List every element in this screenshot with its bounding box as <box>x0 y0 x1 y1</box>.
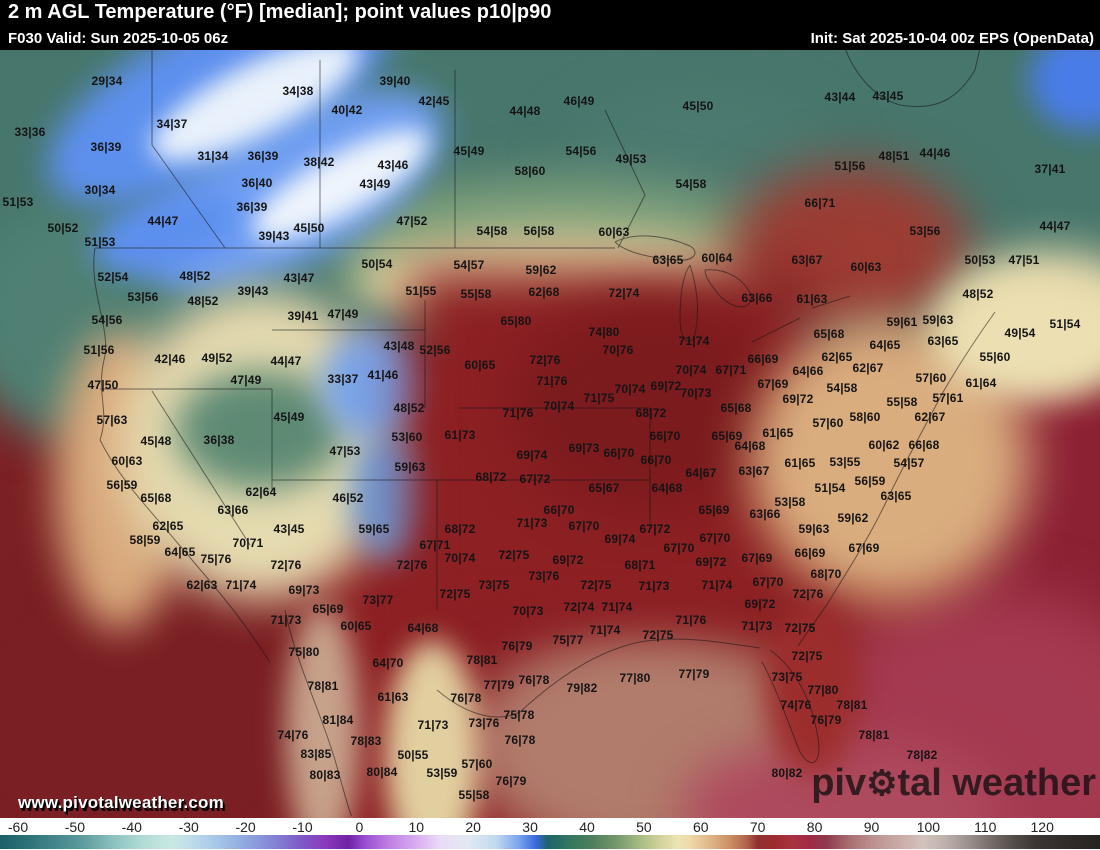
website-watermark: www.pivotalweather.com <box>18 793 224 812</box>
color-scale-tick-label: 90 <box>863 819 880 835</box>
color-scale-tick-label: -10 <box>292 819 313 835</box>
brand-prefix: piv <box>811 762 867 804</box>
valid-time-label: F030 Valid: Sun 2025-10-05 06z <box>8 30 229 47</box>
init-time-label: Init: Sat 2025-10-04 00z EPS (OpenData) <box>810 30 1094 47</box>
color-scale-tick-label: 120 <box>1030 819 1054 835</box>
color-scale-tick-label: 60 <box>693 819 709 835</box>
map-canvas[interactable]: 29|34 34|38 40|42 33|36 34|37 36|39 31|34 36|39… <box>0 50 1100 818</box>
color-scale-tick-label: 10 <box>408 819 425 835</box>
color-scale-tick-label: -40 <box>121 819 142 835</box>
title-bar: 2 m AGL Temperature (°F) [median]; point… <box>0 0 1100 28</box>
color-scale-tick-label: 80 <box>806 819 823 835</box>
color-scale-tick-label: -30 <box>178 819 199 835</box>
color-scale-gradient <box>0 835 1100 849</box>
color-scale-tick-label: 50 <box>636 819 652 835</box>
color-scale-tick-label: 40 <box>579 819 595 835</box>
gear-icon: ⚙ <box>866 764 898 803</box>
color-scale-tick-label: 100 <box>916 819 941 835</box>
color-scale-tick-label: 0 <box>355 819 364 835</box>
brand-suffix: tal weather <box>897 762 1096 804</box>
color-scale-bar: -60 -50 -40 -30 -20 -10 0 10 20 30 40 50 60 70 80 90 100… <box>0 818 1100 850</box>
color-scale-tick-label: 70 <box>749 819 766 835</box>
color-scale-tick-label: 20 <box>465 819 481 835</box>
color-scale-tick-label: -20 <box>235 819 256 835</box>
color-scale-tick-label: -50 <box>64 819 86 835</box>
page-title: 2 m AGL Temperature (°F) [median]; point… <box>8 1 552 23</box>
color-scale-tick-label: 110 <box>974 819 997 835</box>
brand-watermark: piv⚙tal weather <box>811 762 1096 805</box>
subtitle-bar: F030 Valid: Sun 2025-10-05 06z Init: Sat… <box>0 28 1100 50</box>
color-scale-tick-label: -60 <box>7 819 29 835</box>
borders-layer <box>93 50 996 817</box>
color-scale-tick-label: 30 <box>522 819 538 835</box>
